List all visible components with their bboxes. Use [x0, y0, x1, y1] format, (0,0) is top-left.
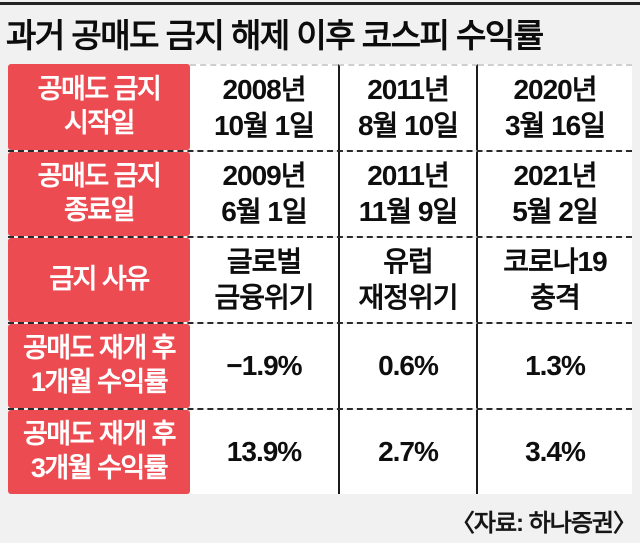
cell-ban-end-2009: 2009년 6월 1일	[190, 152, 338, 236]
row-header-ban-end: 공매도 금지 종료일	[8, 152, 190, 236]
table-row-ban-reason: 금지 사유 글로벌 금융위기 유럽 재정위기 코로나19 충격	[8, 236, 632, 322]
table-row-ban-end: 공매도 금지 종료일 2009년 6월 1일 2011년 11월 9일 2021…	[8, 150, 632, 236]
table-row-return-3m: 공매도 재개 후 3개월 수익률 13.9% 2.7% 3.4%	[8, 408, 632, 494]
row-header-return-3m: 공매도 재개 후 3개월 수익률	[8, 410, 190, 494]
cell-return-1m-col2: 0.6%	[338, 324, 478, 408]
cell-ban-end-2021: 2021년 5월 2일	[478, 152, 632, 236]
cell-ban-end-2011: 2011년 11월 9일	[338, 152, 478, 236]
cell-return-3m-col2: 2.7%	[338, 410, 478, 494]
cell-ban-start-2020: 2020년 3월 16일	[478, 64, 632, 150]
cell-return-1m-col3: 1.3%	[478, 324, 632, 408]
source-credit: 〈자료: 하나증권〉	[450, 510, 637, 537]
cell-reason-covid: 코로나19 충격	[478, 238, 632, 322]
cell-return-3m-col3: 3.4%	[478, 410, 632, 494]
table-row-return-1m: 공매도 재개 후 1개월 수익률 −1.9% 0.6% 1.3%	[8, 322, 632, 408]
row-header-ban-start: 공매도 금지 시작일	[8, 64, 190, 150]
cell-reason-europe-crisis: 유럽 재정위기	[338, 238, 478, 322]
row-header-ban-reason: 금지 사유	[8, 238, 190, 322]
cell-ban-start-2008: 2008년 10월 1일	[190, 64, 338, 150]
row-header-return-1m: 공매도 재개 후 1개월 수익률	[8, 324, 190, 408]
cell-reason-global-crisis: 글로벌 금융위기	[190, 238, 338, 322]
table-row-ban-start: 공매도 금지 시작일 2008년 10월 1일 2011년 8월 10일 202…	[8, 64, 632, 150]
short-selling-ban-table: 공매도 금지 시작일 2008년 10월 1일 2011년 8월 10일 202…	[8, 64, 632, 494]
title-rule	[0, 2, 640, 5]
cell-return-3m-col1: 13.9%	[190, 410, 338, 494]
cell-ban-start-2011: 2011년 8월 10일	[338, 64, 478, 150]
page-title: 과거 공매도 금지 해제 이후 코스피 수익률	[6, 17, 544, 54]
cell-return-1m-col1: −1.9%	[190, 324, 338, 408]
